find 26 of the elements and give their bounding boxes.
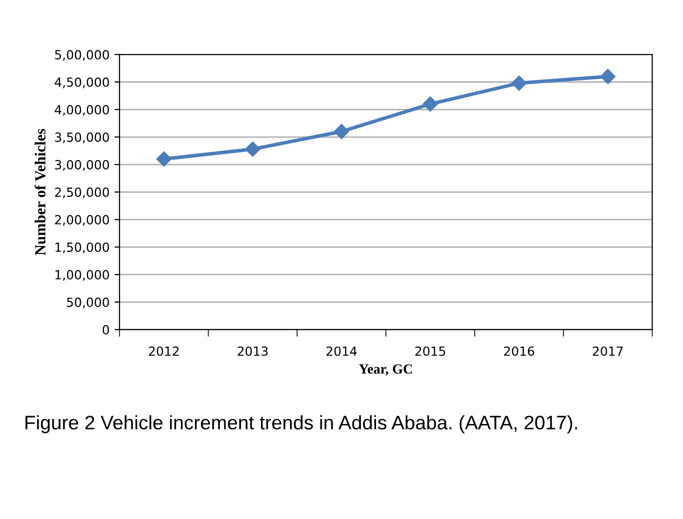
- y-tick-label: 3,50,000: [55, 132, 109, 144]
- y-tick-label: 4,00,000: [54, 104, 109, 116]
- y-tick-label: 5,00,000: [55, 50, 109, 61]
- y-tick-label: 2,50,000: [55, 188, 109, 198]
- y-tick-label: 2,00,000: [55, 215, 109, 226]
- x-tick-label: 2012: [148, 346, 179, 356]
- caption: Figure 2 Vehicle increment trends in Addis Ababa. (AATA, 2017).: [26, 415, 577, 434]
- point: [156, 151, 172, 167]
- x-axis-title: Year, GC: [359, 364, 412, 376]
- point: [422, 96, 438, 112]
- x-tick-label: 2013: [238, 346, 268, 356]
- y-axis-title: Number of Vehicles: [34, 128, 46, 256]
- x-tick-label: 2017: [592, 346, 623, 356]
- x-tick-label: 2016: [504, 346, 534, 356]
- point: [600, 68, 616, 84]
- y-tick-label: 50,000: [67, 298, 109, 308]
- y-tick-label: 0: [102, 325, 109, 334]
- point: [512, 76, 527, 91]
- point: [245, 142, 260, 157]
- point: [334, 124, 350, 140]
- x-tick-label: 2014: [326, 346, 357, 356]
- y-tick-label: 1,50,000: [56, 242, 109, 254]
- y-tick-label: 1,00,000: [56, 270, 109, 281]
- y-tick-label: 3,00,000: [55, 160, 109, 171]
- y-tick-label: 4,50,000: [54, 77, 109, 88]
- x-tick-label: 2015: [415, 346, 446, 356]
